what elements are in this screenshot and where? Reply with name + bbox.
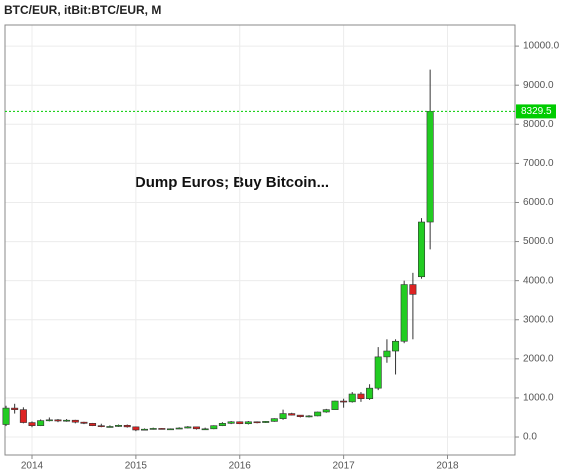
candle-body <box>244 421 252 425</box>
candle-body <box>166 428 174 431</box>
candle-body <box>426 111 434 223</box>
candle-body <box>331 400 339 410</box>
candle-body <box>97 425 105 427</box>
candle-body <box>80 421 88 424</box>
x-tick-label: 2015 <box>125 461 148 472</box>
annotation: Dump Euros; Buy Bitcoin... <box>135 174 329 191</box>
y-tick-label: 0.0 <box>523 432 537 443</box>
candle-body <box>89 423 97 426</box>
candle-body <box>296 414 304 417</box>
candle-body <box>357 393 365 400</box>
candle-body <box>28 422 36 426</box>
candle-body <box>366 387 374 400</box>
candle-body <box>392 340 400 352</box>
last-price-label: 8329.5 <box>521 106 552 117</box>
x-tick-label: 2017 <box>332 461 355 472</box>
candle-body <box>2 407 10 425</box>
candle-body <box>210 425 218 430</box>
candle-body <box>322 409 330 413</box>
y-tick-label: 8000.0 <box>523 119 554 130</box>
last-price-box <box>516 104 556 119</box>
candle-body <box>218 423 226 426</box>
x-tick-label: 2016 <box>229 461 252 472</box>
candle-body <box>123 424 131 428</box>
candle-body <box>400 284 408 342</box>
candle-body <box>149 428 157 430</box>
candle-body <box>374 356 382 389</box>
candle-body <box>201 428 209 431</box>
y-tick-label: 10000.0 <box>523 41 560 52</box>
candle-body <box>192 426 200 430</box>
candle-body <box>409 284 417 295</box>
candle-body <box>54 419 62 422</box>
chart-title: BTC/EUR, itBit:BTC/EUR, M <box>4 3 161 17</box>
candle-body <box>418 221 426 278</box>
candle-body <box>262 421 270 423</box>
candle-body <box>305 415 313 418</box>
candle-body <box>37 420 45 426</box>
candle-body <box>63 419 71 422</box>
plot-frame <box>4 24 516 456</box>
candle-body <box>19 409 27 423</box>
y-tick-label: 1000.0 <box>523 393 554 404</box>
candle-body <box>184 426 192 429</box>
candle-body <box>227 421 235 424</box>
y-tick-label: 3000.0 <box>523 314 554 325</box>
candle-body <box>340 400 348 403</box>
candle-body <box>348 393 356 403</box>
candle-body <box>115 424 123 427</box>
candle-body <box>279 413 287 419</box>
candle-body <box>253 421 261 424</box>
x-tick-label: 2014 <box>21 461 44 472</box>
candle-body <box>140 428 148 431</box>
candle-body <box>106 426 114 428</box>
y-tick-label: 7000.0 <box>523 158 554 169</box>
y-tick-label: 9000.0 <box>523 80 554 91</box>
candle-body <box>132 426 140 431</box>
y-tick-label: 4000.0 <box>523 275 554 286</box>
candle-body <box>270 418 278 422</box>
candle-body <box>236 421 244 425</box>
candle-body <box>383 350 391 358</box>
candle-body <box>45 419 53 422</box>
candle-body <box>11 407 19 410</box>
candle-body <box>288 413 296 416</box>
candle-body <box>71 419 79 423</box>
y-tick-label: 5000.0 <box>523 236 554 247</box>
candle-body <box>314 411 322 417</box>
y-tick-label: 6000.0 <box>523 197 554 208</box>
y-tick-label: 2000.0 <box>523 353 554 364</box>
x-tick-label: 2018 <box>436 461 459 472</box>
candle-body <box>158 428 166 430</box>
candle-body <box>175 427 183 430</box>
